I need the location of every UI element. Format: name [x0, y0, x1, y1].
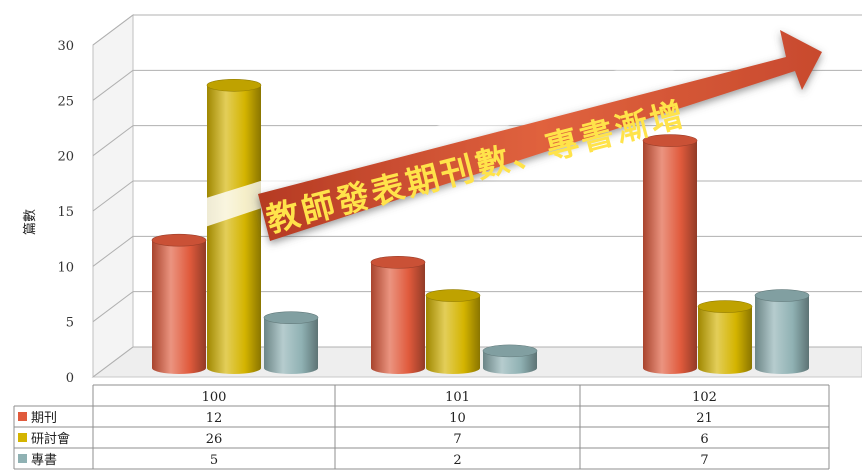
y-axis-ticks: 0 5 10 15 20 25 30	[57, 39, 74, 386]
bar	[263, 311, 319, 374]
data-label: 7	[453, 432, 461, 447]
data-label: 2	[453, 453, 461, 468]
gridline-side	[92, 291, 134, 323]
bar	[206, 78, 262, 375]
bar	[754, 289, 810, 374]
bar-body	[643, 140, 697, 374]
bar-top	[370, 256, 426, 269]
bar	[482, 344, 538, 374]
bar	[697, 300, 753, 374]
bar-body	[698, 306, 752, 374]
data-label: 12	[206, 411, 223, 426]
bar-top	[206, 78, 262, 92]
bars	[151, 78, 810, 375]
data-label: 10	[449, 411, 466, 426]
bar	[425, 289, 481, 374]
gridline-side	[92, 69, 134, 101]
bar-body	[371, 262, 425, 374]
bar	[151, 233, 207, 374]
data-label: 26	[206, 432, 223, 447]
legend-label: 研討會	[31, 431, 70, 447]
gridline-side	[92, 235, 134, 267]
trend-annotation: 教師發表期刊數、專書漸增	[190, 30, 822, 241]
bar-top	[642, 134, 698, 147]
data-label: 5	[210, 453, 218, 468]
bar-body	[207, 85, 261, 375]
bar-body	[264, 317, 318, 374]
y-tick-label: 15	[57, 205, 74, 220]
x-tick-label: 100	[202, 390, 227, 405]
data-table: 100 101 102 期刊 12 10 21 研討會 26 7 6 專書 5 2 7	[13, 384, 830, 470]
bar-top	[754, 289, 810, 302]
y-tick-label: 5	[66, 316, 74, 331]
bar-top	[151, 233, 207, 247]
data-label: 6	[700, 432, 708, 447]
bar	[642, 134, 698, 374]
y-tick-label: 30	[57, 39, 74, 54]
bar-body	[426, 295, 480, 374]
legend-swatch	[18, 454, 27, 463]
x-tick-label: 101	[445, 390, 470, 405]
bar	[370, 256, 426, 374]
bar-top	[425, 289, 481, 302]
y-tick-label: 0	[66, 371, 74, 386]
bar-body	[483, 350, 537, 374]
bar-top	[482, 344, 538, 358]
gridline-side	[92, 14, 134, 46]
gridline-side	[92, 346, 134, 378]
gridline-side	[92, 125, 134, 157]
legend-swatch	[18, 412, 27, 421]
data-label: 21	[696, 411, 713, 426]
y-tick-label: 10	[57, 260, 74, 275]
y-tick-label: 20	[57, 150, 74, 165]
legend-label: 期刊	[31, 411, 57, 426]
bar-top	[263, 311, 319, 324]
bar-body	[152, 240, 206, 374]
y-tick-label: 25	[57, 94, 74, 109]
data-label: 7	[700, 453, 708, 468]
bar-body	[755, 295, 809, 374]
gridline-side	[92, 180, 134, 212]
y-axis-label: 篇數	[23, 209, 38, 235]
legend-swatch	[18, 433, 27, 442]
bar-top	[697, 300, 753, 313]
legend-label: 專書	[31, 453, 57, 468]
trend-arrow	[258, 30, 822, 241]
x-tick-label: 102	[692, 390, 717, 405]
